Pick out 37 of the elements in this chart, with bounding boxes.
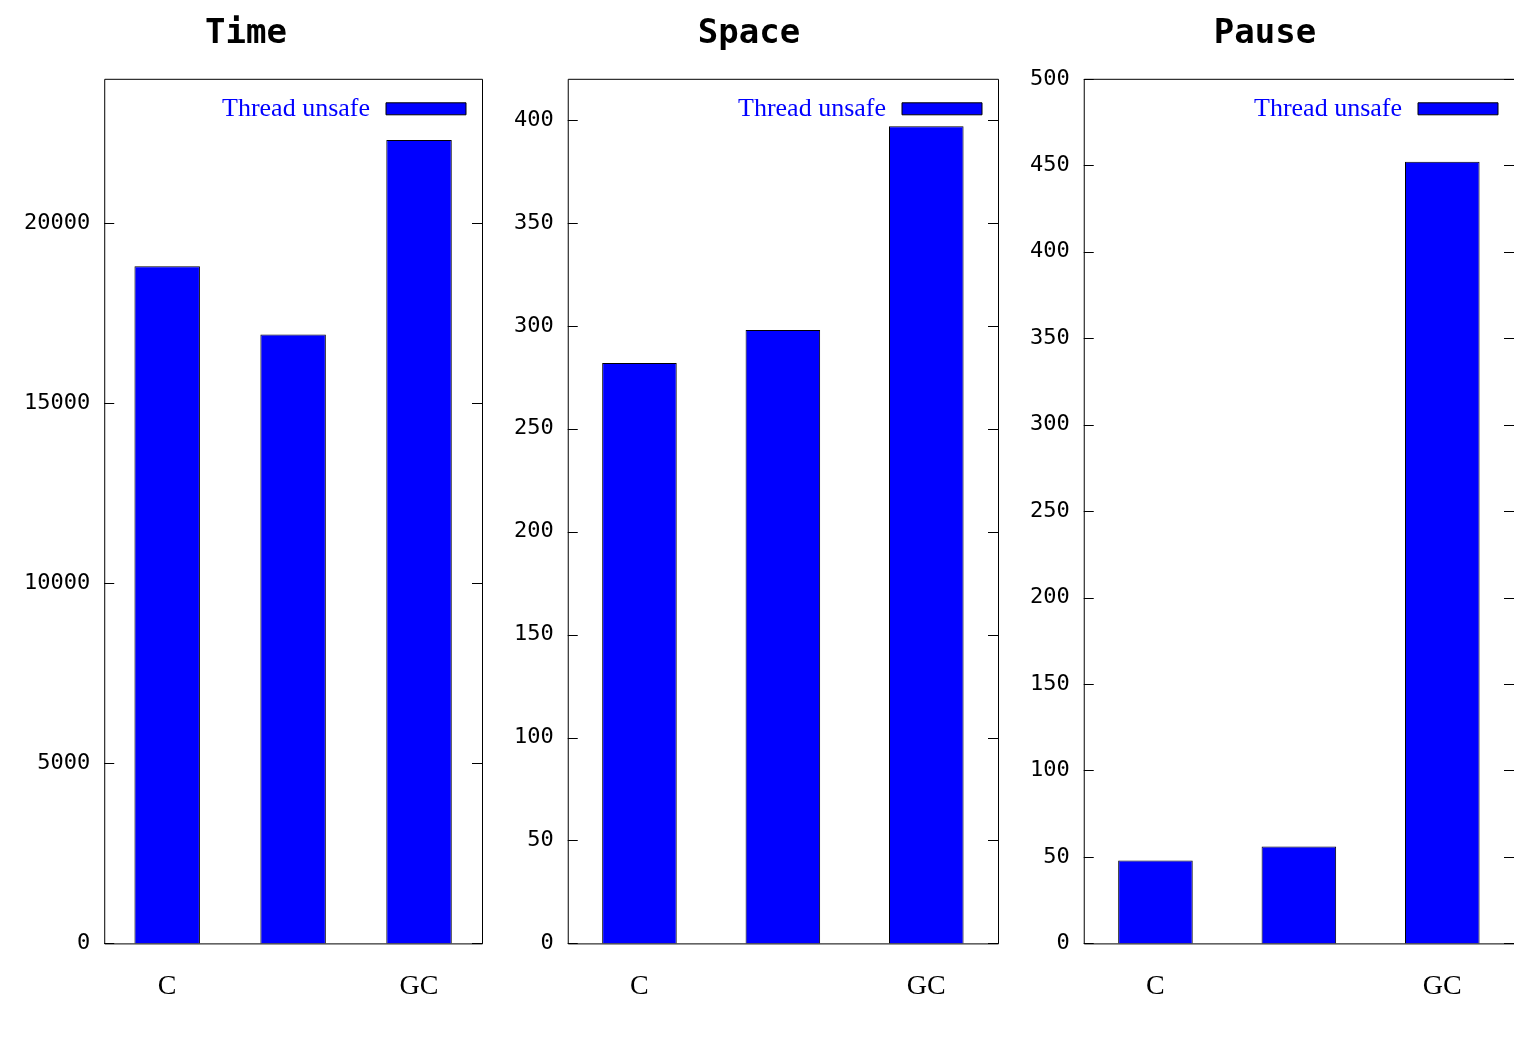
y-tick-label: 5000 bbox=[37, 748, 91, 774]
x-tick-label: C bbox=[1146, 968, 1165, 1000]
y-tick-label: 400 bbox=[513, 105, 554, 131]
y-tick-label: 50 bbox=[1043, 842, 1070, 868]
y-tick-label: 150 bbox=[513, 620, 554, 646]
x-tick-label: C bbox=[157, 968, 177, 1000]
y-tick-label: 250 bbox=[1029, 496, 1070, 522]
y-tick-label: 10000 bbox=[23, 568, 91, 594]
y-tick-label: 200 bbox=[1029, 583, 1070, 609]
chart-title: Time bbox=[205, 11, 287, 52]
y-tick-label: 15000 bbox=[23, 388, 91, 414]
y-tick-label: 100 bbox=[1029, 756, 1070, 782]
x-tick-label: GC bbox=[1422, 968, 1462, 1000]
y-tick-label: 0 bbox=[76, 929, 91, 955]
y-tick-label: 100 bbox=[513, 723, 554, 749]
y-tick-label: 0 bbox=[1056, 929, 1070, 955]
chart-title: Space bbox=[697, 11, 801, 52]
legend-label: Thread unsafe bbox=[1254, 92, 1402, 122]
y-tick-label: 450 bbox=[1029, 150, 1070, 176]
y-tick-label: 250 bbox=[513, 414, 554, 440]
x-tick-label: GC bbox=[906, 968, 946, 1000]
legend-label: Thread unsafe bbox=[222, 92, 370, 122]
y-tick-label: 150 bbox=[1029, 669, 1070, 695]
y-tick-label: 0 bbox=[540, 929, 554, 955]
y-tick-label: 50 bbox=[527, 826, 554, 852]
y-tick-label: 400 bbox=[1029, 237, 1070, 263]
chart-title: Pause bbox=[1213, 11, 1317, 52]
y-tick-label: 200 bbox=[513, 517, 554, 543]
y-tick-label: 300 bbox=[1029, 410, 1070, 436]
x-tick-label: GC bbox=[399, 968, 439, 1000]
legend-label: Thread unsafe bbox=[738, 92, 886, 122]
y-tick-label: 350 bbox=[1029, 323, 1070, 349]
y-tick-label: 500 bbox=[1029, 64, 1070, 90]
x-tick-label: C bbox=[630, 968, 649, 1000]
y-tick-label: 300 bbox=[513, 311, 554, 337]
y-tick-label: 350 bbox=[513, 208, 554, 234]
y-tick-label: 20000 bbox=[23, 208, 91, 234]
